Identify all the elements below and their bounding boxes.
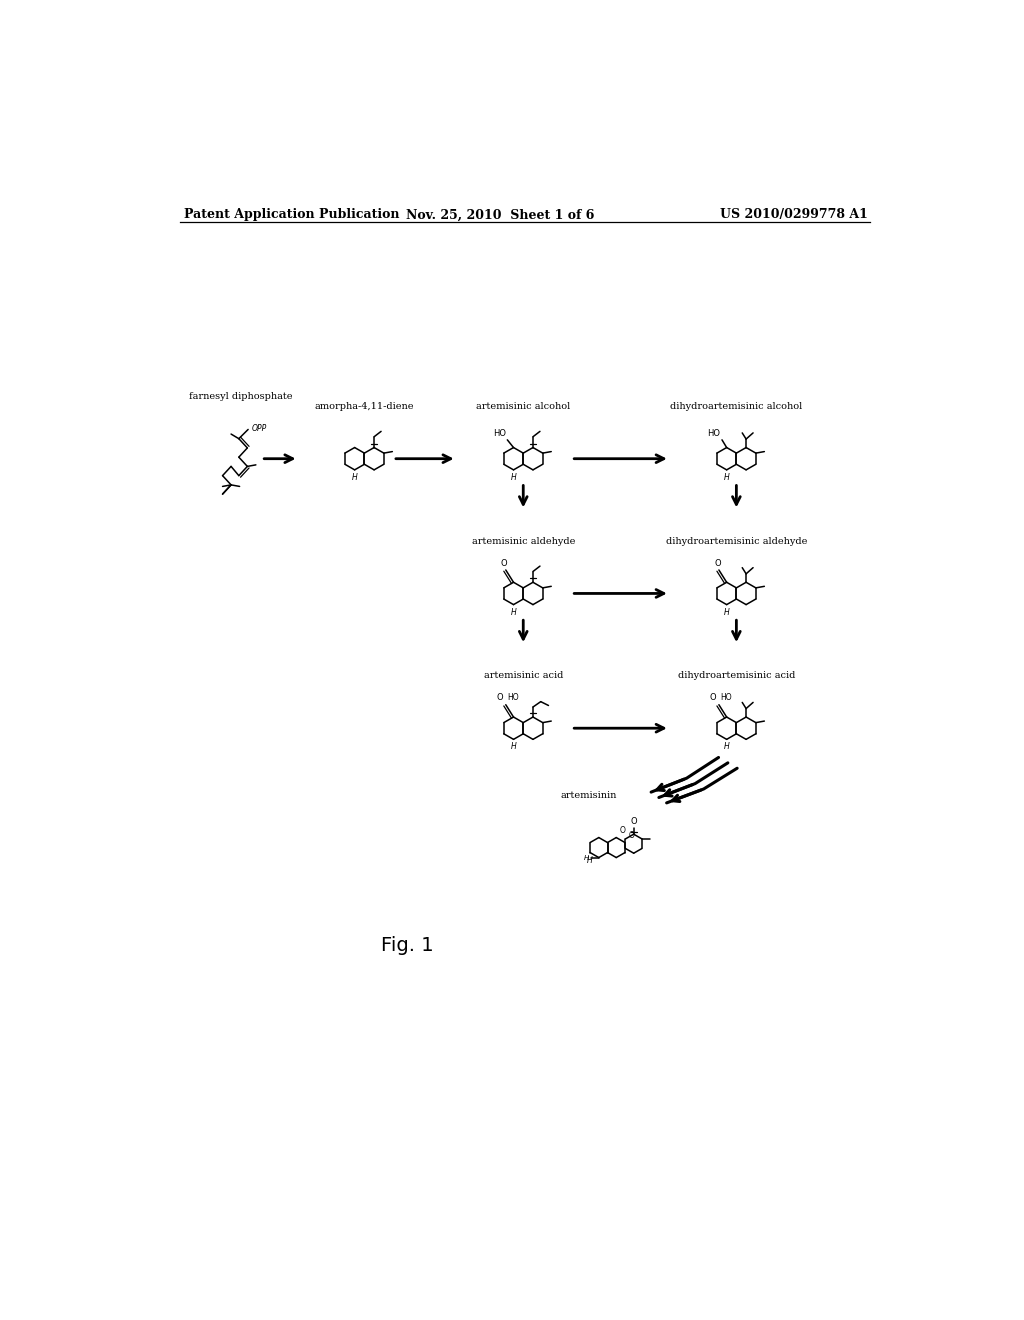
Text: OPP: OPP [251, 424, 266, 433]
Text: HO: HO [507, 693, 519, 702]
Text: H: H [511, 607, 516, 616]
Text: H: H [587, 857, 593, 866]
Text: H: H [352, 473, 357, 482]
Text: H: H [584, 854, 589, 861]
Text: artemisinin: artemisinin [561, 791, 617, 800]
Text: H: H [511, 742, 516, 751]
Text: artemisinic alcohol: artemisinic alcohol [476, 403, 570, 411]
Text: artemisinic acid: artemisinic acid [483, 672, 563, 681]
Text: Fig. 1: Fig. 1 [381, 936, 433, 956]
Text: dihydroartemisinic aldehyde: dihydroartemisinic aldehyde [666, 537, 807, 545]
Text: Patent Application Publication: Patent Application Publication [183, 209, 399, 222]
Text: O: O [496, 693, 503, 702]
Text: amorpha-4,11-diene: amorpha-4,11-diene [314, 403, 414, 411]
Text: O: O [714, 558, 721, 568]
Text: O: O [631, 817, 637, 826]
Text: HO: HO [721, 693, 732, 702]
Text: O: O [501, 558, 508, 568]
Text: HO: HO [493, 429, 506, 437]
Text: H: H [724, 473, 729, 482]
Text: US 2010/0299778 A1: US 2010/0299778 A1 [720, 209, 868, 222]
Text: dihydroartemisinic acid: dihydroartemisinic acid [678, 672, 795, 681]
Text: O: O [620, 826, 626, 836]
Text: Nov. 25, 2010  Sheet 1 of 6: Nov. 25, 2010 Sheet 1 of 6 [406, 209, 594, 222]
Text: HO: HO [708, 429, 721, 437]
Text: artemisinic aldehyde: artemisinic aldehyde [472, 537, 574, 545]
Text: O: O [629, 832, 635, 841]
Text: H: H [724, 742, 729, 751]
Text: dihydroartemisinic alcohol: dihydroartemisinic alcohol [671, 403, 803, 411]
Text: H: H [724, 607, 729, 616]
Text: O: O [710, 693, 716, 702]
Text: H: H [511, 473, 516, 482]
Text: farnesyl diphosphate: farnesyl diphosphate [188, 392, 292, 401]
